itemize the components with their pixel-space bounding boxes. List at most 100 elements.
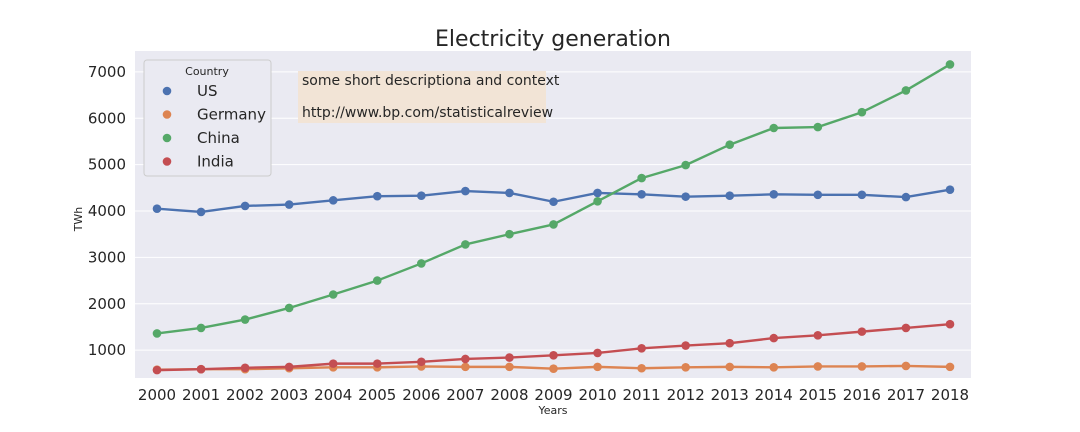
series-layer [152,60,955,375]
x-tick-label: 2003 [270,386,308,404]
annotation-box: some short descriptiona and context http… [298,71,560,123]
data-point [681,192,690,201]
data-point [769,123,779,133]
data-point [284,362,294,372]
data-point [328,196,338,205]
y-tick-label: 5000 [88,156,126,174]
data-point [284,200,294,209]
legend-marker [162,86,172,96]
annotation-line-2: http://www.bp.com/statisticalreview [302,105,553,121]
data-point [505,229,514,239]
legend-label: Germany [197,106,266,124]
x-tick-label: 2009 [534,386,572,404]
y-tick-label: 3000 [88,248,126,266]
x-tick-label: 2002 [226,386,264,404]
data-point [945,319,955,329]
data-point [284,303,294,313]
x-tick-label: 2008 [490,386,528,404]
data-point [505,188,514,198]
data-point [505,362,514,372]
data-point [328,290,338,299]
series-china [152,60,955,338]
x-tick-label: 2010 [578,386,616,404]
data-point [417,357,426,367]
legend-marker [162,133,172,143]
data-point [725,191,735,201]
x-tick-label: 2015 [799,386,837,404]
x-tick-label: 2018 [931,386,969,404]
data-point [593,348,602,358]
data-point [681,341,690,350]
legend-marker [162,110,172,119]
data-point [417,191,426,201]
data-point [945,362,955,372]
data-point [549,197,558,207]
x-tick-label: 2011 [623,386,661,404]
x-axis-ticks: 2000 2001 2002 2003 2004 2005 2006 2007 2008 2009… [138,386,969,404]
data-point [901,323,911,333]
data-point [196,207,206,217]
data-point [593,196,602,206]
series-us [152,185,955,217]
legend-items: US Germany China India [162,82,266,171]
data-point [901,361,911,371]
data-point [417,259,426,268]
y-tick-label: 4000 [88,202,126,220]
data-point [152,329,162,338]
data-point [637,363,646,373]
data-point [505,353,514,362]
annotation-background [298,71,546,123]
legend-label: US [197,82,218,100]
data-point [461,240,470,249]
x-axis-label: Years [537,404,567,417]
legend-label: China [197,129,240,147]
data-point [196,323,206,333]
data-point [196,364,206,374]
data-point [857,327,867,336]
data-point [549,220,558,229]
x-tick-label: 2006 [402,386,440,404]
legend-marker [162,157,172,166]
data-point [945,185,955,194]
data-point [725,362,735,372]
data-point [945,60,955,69]
series-india [152,319,955,375]
data-point [681,363,690,372]
y-tick-label: 1000 [88,341,126,359]
data-point [461,186,470,196]
data-point [637,173,646,183]
y-tick-label: 6000 [88,109,126,127]
data-point [769,190,779,199]
data-point [813,122,823,132]
x-tick-label: 2016 [843,386,881,404]
data-point [549,350,558,360]
x-tick-label: 2005 [358,386,396,404]
legend-title: Country [185,65,229,78]
data-point [681,160,690,170]
data-point [901,86,911,95]
data-point [372,191,382,201]
legend: Country US Germany China India [143,59,272,177]
y-axis-label: TWh [72,207,85,233]
data-point [549,364,558,374]
data-point [152,365,162,375]
data-point [725,338,735,348]
grid [135,71,971,351]
data-point [857,190,867,200]
plot-area [135,51,971,378]
x-tick-label: 2000 [138,386,176,404]
x-tick-label: 2007 [446,386,484,404]
data-point [857,362,867,371]
data-point [152,204,162,214]
data-point [637,344,646,353]
data-point [769,363,779,372]
data-point [901,192,911,202]
y-axis-ticks: 1000 2000 3000 4000 5000 6000 7000 [88,63,126,359]
data-point [372,359,382,368]
y-tick-label: 7000 [88,63,126,81]
data-point [461,354,470,364]
x-tick-label: 2004 [314,386,352,404]
data-point [769,333,779,343]
legend-box [143,59,272,177]
